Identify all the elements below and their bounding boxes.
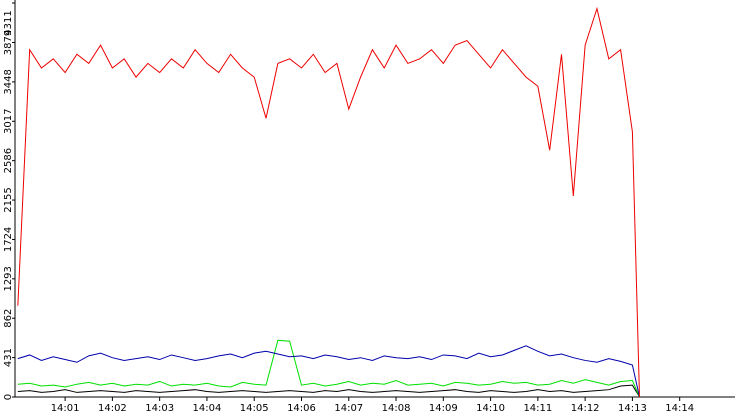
y-tick-label: 2155 [3, 187, 14, 212]
x-tick-label: 14:10 [476, 403, 505, 414]
x-tick-label: 14:11 [523, 403, 552, 414]
y-tick-label: 3017 [3, 109, 14, 134]
x-tick-label: 14:08 [382, 403, 411, 414]
x-tick-label: 14:04 [193, 403, 222, 414]
x-tick-label: 14:12 [571, 403, 600, 414]
series-line [17, 384, 640, 398]
y-tick-label: 3448 [3, 69, 14, 94]
x-tick-label: 14:07 [334, 403, 363, 414]
x-tick-label: 14:03 [145, 403, 174, 414]
x-tick-label: 14:02 [98, 403, 127, 414]
series-line [17, 6, 640, 398]
series-line [17, 339, 640, 398]
x-tick-label: 14:05 [240, 403, 269, 414]
x-tick-label: 14:06 [287, 403, 316, 414]
series-line [17, 345, 640, 398]
y-tick-label: 431 [3, 348, 14, 367]
y-tick-label: 4311 [3, 10, 14, 35]
y-tick-label: 3879 [3, 30, 14, 55]
x-tick-label: 14:09 [429, 403, 458, 414]
y-tick-label: 2586 [3, 148, 14, 173]
x-tick-label: 14:14 [665, 403, 694, 414]
x-tick-label: 14:13 [618, 403, 647, 414]
x-tick-label: 14:01 [51, 403, 80, 414]
y-tick-label: 0 [3, 394, 14, 400]
y-tick-label: 862 [3, 309, 14, 328]
y-tick-label: 1724 [3, 227, 14, 252]
y-tick-label: 1293 [3, 266, 14, 291]
